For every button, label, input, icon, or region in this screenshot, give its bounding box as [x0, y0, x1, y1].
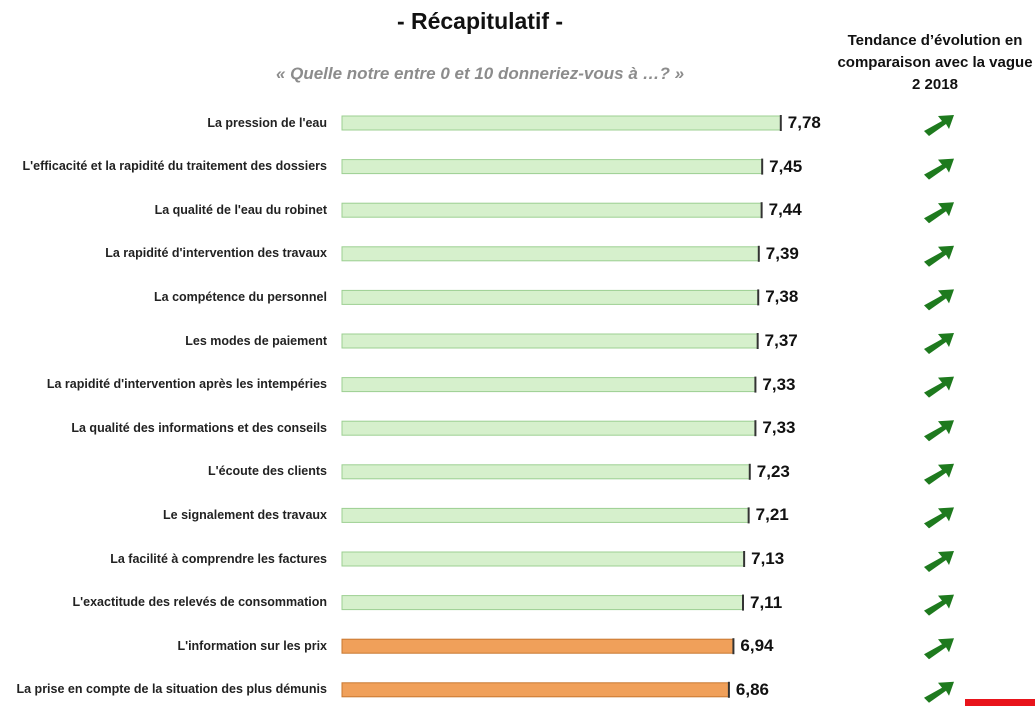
- value-label: 7,45: [769, 156, 803, 176]
- bar: [341, 246, 760, 262]
- value-label: 7,13: [751, 549, 785, 568]
- annotation: Tendance d’évolution en comparaison avec…: [837, 32, 1033, 93]
- value-label: 7,21: [755, 505, 789, 525]
- bar: [341, 377, 756, 393]
- bar: [341, 507, 750, 523]
- category-label: La rapidité d'intervention des travaux: [5, 234, 327, 274]
- category-label-text: L'efficacité et la rapidité du traitemen…: [22, 159, 327, 174]
- category-label-text: La qualité de l'eau du robinet: [154, 202, 327, 217]
- category-label-text: La pression de l'eau: [207, 115, 327, 130]
- category-label-text: La rapidité d'intervention des travaux: [105, 246, 327, 261]
- category-label: La qualité des informations et des conse…: [5, 408, 327, 448]
- bar: [341, 595, 744, 611]
- bar: [341, 551, 745, 567]
- bar: [341, 202, 763, 218]
- bar: [341, 333, 759, 349]
- category-label: La compétence du personnel: [5, 277, 327, 317]
- value-label: 7,44: [768, 200, 802, 220]
- category-label-text: La compétence du personnel: [154, 289, 327, 304]
- category-label: L'exactitude des relevés de consommation: [5, 583, 327, 623]
- trend-arrow: [924, 551, 954, 572]
- value-label: 7,33: [762, 374, 796, 394]
- value-label: 7,37: [764, 331, 798, 350]
- chart-subtitle: « Quelle notre entre 0 et 10 donneriez-v…: [275, 64, 685, 83]
- category-label-text: La rapidité d'intervention après les int…: [46, 377, 327, 392]
- bar: [341, 464, 751, 480]
- category-label: Les modes de paiement: [5, 321, 327, 361]
- category-label: Le signalement des travaux: [5, 495, 327, 535]
- trend-arrow: [924, 333, 954, 354]
- category-label-text: Les modes de paiement: [185, 333, 327, 348]
- bar: [341, 420, 756, 436]
- category-label-text: La qualité des informations et des conse…: [71, 420, 327, 435]
- value-label: 7,39: [765, 243, 799, 263]
- trend-arrow: [924, 202, 954, 224]
- category-label-text: L'exactitude des relevés de consommation: [72, 595, 327, 610]
- value-label: 6,86: [735, 679, 769, 699]
- category-label: La prise en compte de la situation des p…: [5, 670, 328, 706]
- category-label-text: Le signalement des travaux: [163, 507, 327, 522]
- trend-arrow: [924, 638, 954, 660]
- category-label: La pression de l'eau: [5, 103, 327, 143]
- category-label: L'écoute des clients: [5, 452, 327, 492]
- bar: [341, 115, 782, 131]
- value-label: 7,11: [750, 592, 783, 612]
- bar: [341, 682, 730, 698]
- trend-arrow: [924, 681, 954, 703]
- trend-arrow: [924, 463, 954, 485]
- corner-mark: [965, 699, 1035, 706]
- category-label: La qualité de l'eau du robinet: [5, 190, 327, 230]
- trend-arrow: [924, 376, 954, 398]
- category-label-text: La facilité à comprendre les factures: [110, 551, 327, 566]
- category-label-text: La prise en compte de la situation des p…: [16, 682, 328, 697]
- value-label: 7,23: [756, 461, 790, 481]
- trend-arrow: [924, 158, 954, 180]
- category-label: La facilité à comprendre les factures: [5, 539, 327, 579]
- value-label: 7,33: [762, 418, 796, 438]
- category-label-text: L'information sur les prix: [177, 638, 327, 653]
- trend-arrow: [924, 507, 954, 529]
- value-label: 6,94: [740, 636, 774, 656]
- bar: [341, 159, 763, 175]
- category-label-text: L'écoute des clients: [208, 464, 327, 479]
- trend-arrow: [924, 420, 954, 442]
- trend-arrow: [924, 594, 954, 616]
- category-label: L'efficacité et la rapidité du traitemen…: [5, 147, 327, 187]
- chart-title: - Récapitulatif -: [396, 8, 564, 34]
- trend-arrow: [924, 289, 954, 311]
- trend-arrow: [924, 115, 954, 136]
- bar: [341, 289, 759, 305]
- value-label: 7,78: [787, 113, 821, 132]
- category-label: L'information sur les prix: [5, 626, 327, 666]
- bar: [341, 638, 734, 654]
- category-label: La rapidité d'intervention après les int…: [5, 365, 327, 405]
- value-label: 7,38: [765, 287, 799, 307]
- trend-arrow: [924, 245, 954, 267]
